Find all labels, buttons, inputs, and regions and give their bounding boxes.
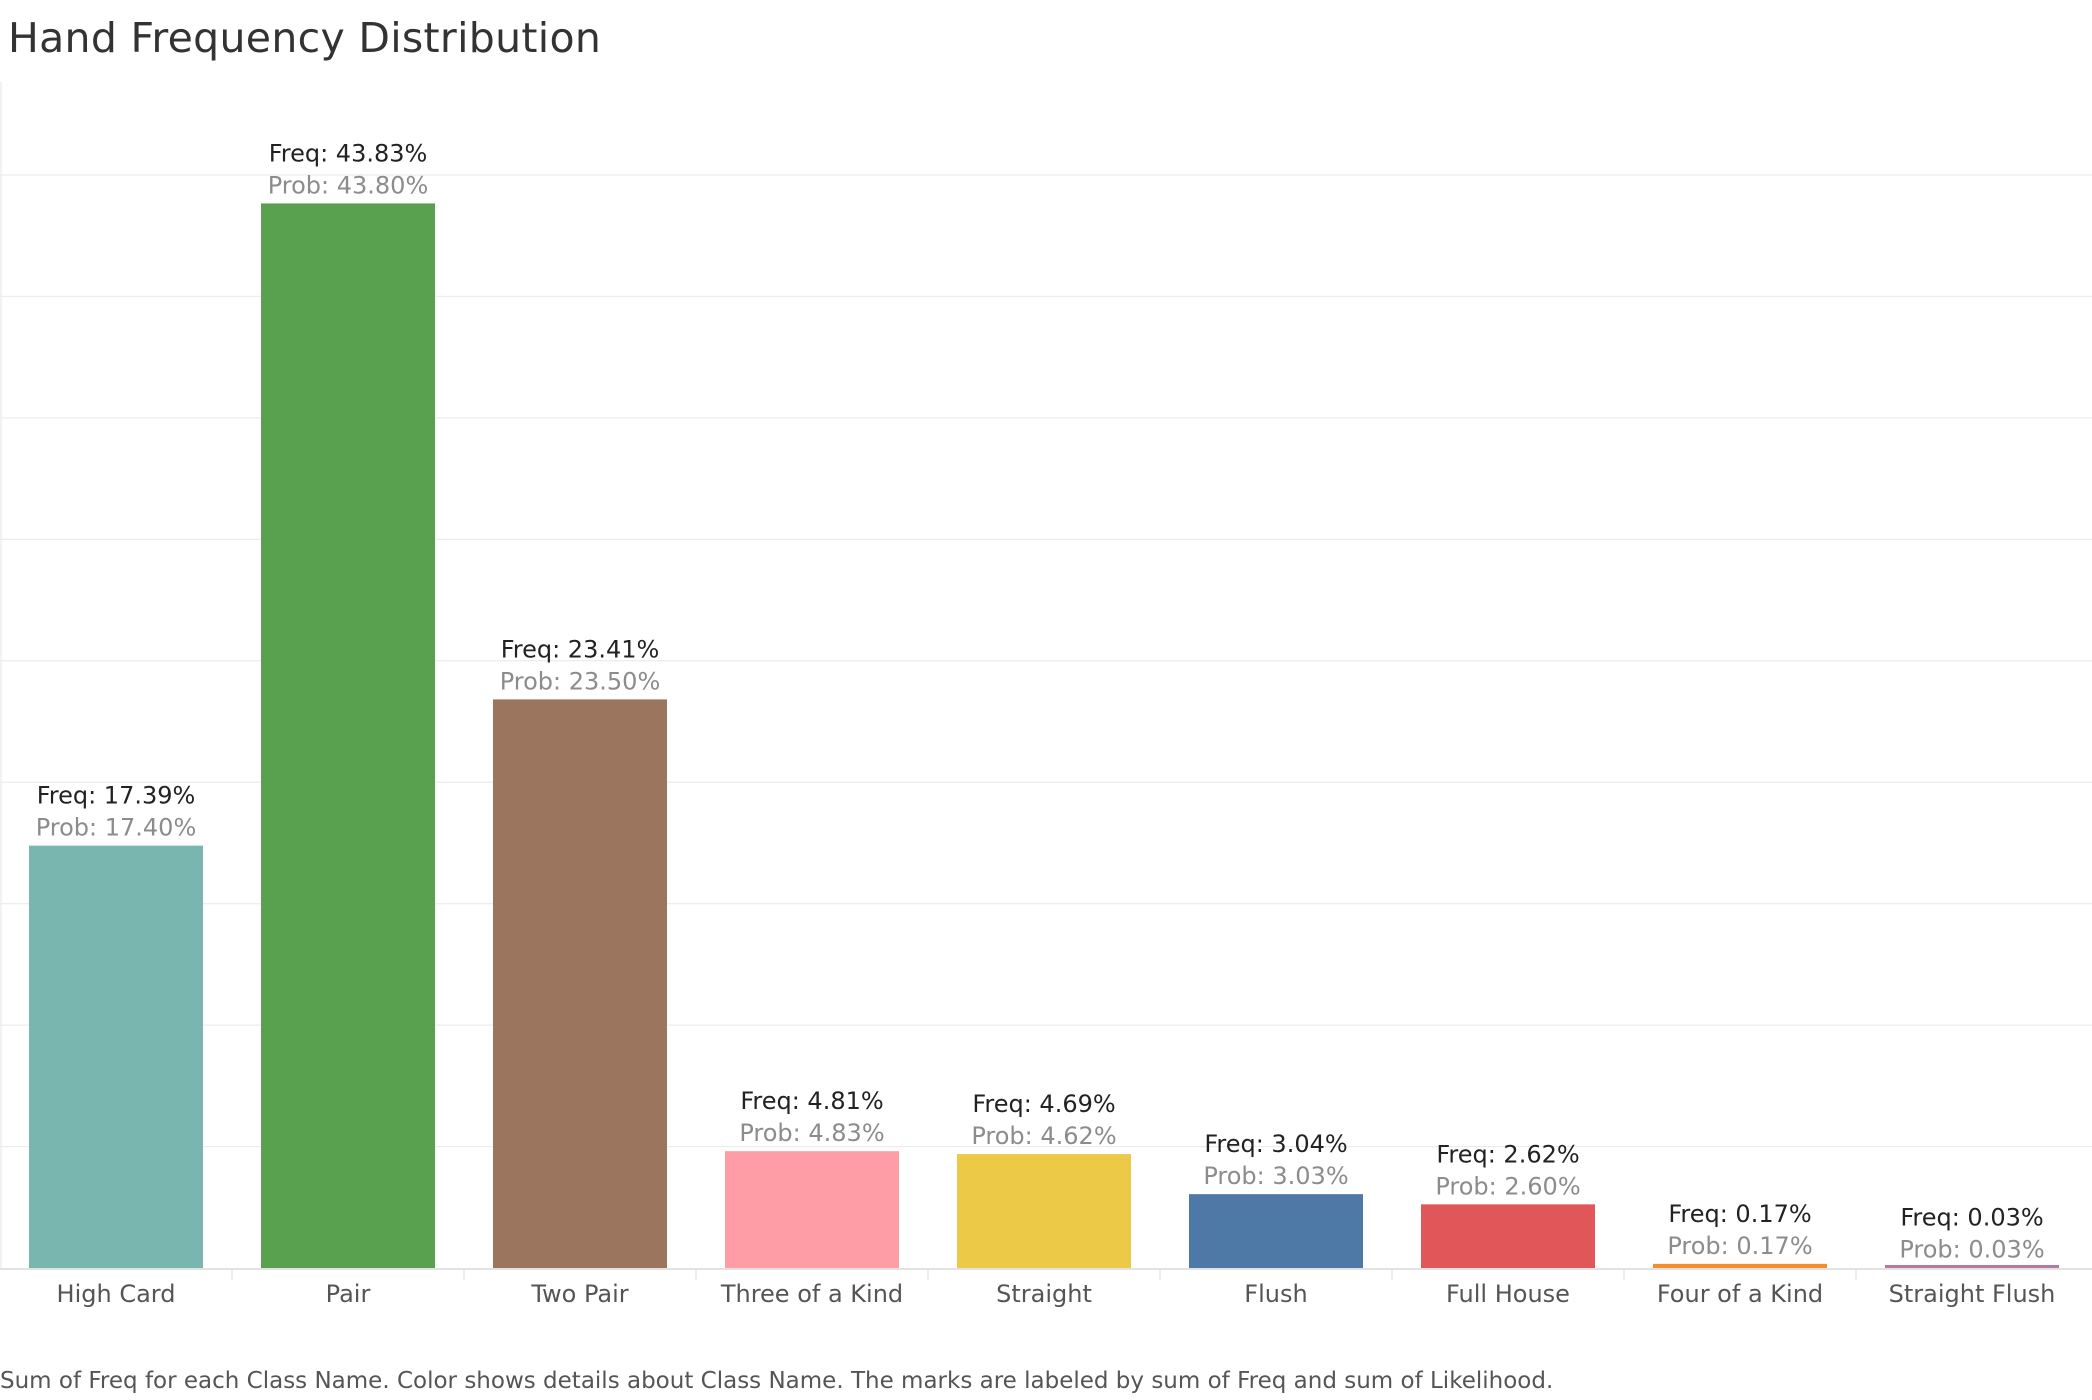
chart-title: Hand Frequency Distribution <box>8 14 602 62</box>
x-tick-label: Straight Flush <box>1889 1280 2056 1308</box>
x-tick-label: Three of a Kind <box>720 1280 903 1308</box>
data-label-freq: Freq: 4.81% <box>740 1087 883 1115</box>
data-label-prob: Prob: 2.60% <box>1435 1172 1580 1200</box>
data-label-prob: Prob: 3.03% <box>1203 1162 1348 1190</box>
data-label-freq: Freq: 23.41% <box>501 635 660 663</box>
data-label-freq: Freq: 0.17% <box>1668 1200 1811 1228</box>
bar <box>1653 1263 1827 1268</box>
bars <box>29 203 2059 1269</box>
bar <box>29 845 203 1268</box>
chart-caption: Sum of Freq for each Class Name. Color s… <box>0 1368 1554 1394</box>
data-label-prob: Prob: 23.50% <box>500 667 661 695</box>
data-label-prob: Prob: 0.17% <box>1667 1232 1812 1260</box>
data-label-prob: Prob: 4.83% <box>739 1119 884 1147</box>
bar <box>1189 1194 1363 1268</box>
x-tick-label: Pair <box>326 1280 371 1308</box>
x-tick-label: Four of a Kind <box>1657 1280 1823 1308</box>
bar <box>1885 1265 2059 1268</box>
bar <box>261 203 435 1269</box>
x-tick-label: Two Pair <box>530 1280 628 1308</box>
data-label-prob: Prob: 0.03% <box>1899 1235 2044 1263</box>
bar <box>493 699 667 1268</box>
x-tick-label: Full House <box>1446 1280 1570 1308</box>
data-labels: Freq: 17.39% Prob: 17.40% Freq: 43.83% Prob… <box>36 139 2045 1263</box>
data-label-prob: Prob: 4.62% <box>971 1122 1116 1150</box>
data-label-prob: Prob: 17.40% <box>36 814 197 842</box>
data-label-freq: Freq: 4.69% <box>972 1090 1115 1118</box>
data-label-freq: Freq: 3.04% <box>1204 1130 1347 1158</box>
data-label-prob: Prob: 43.80% <box>268 171 429 199</box>
data-label-freq: Freq: 17.39% <box>37 782 196 810</box>
bar <box>1421 1204 1595 1268</box>
data-label-freq: Freq: 2.62% <box>1436 1140 1579 1168</box>
x-tick-label: Straight <box>996 1280 1092 1308</box>
bar <box>957 1154 1131 1268</box>
x-tick-label: Flush <box>1244 1280 1307 1308</box>
x-axis: High Card Pair Two Pair Three of a Kind Stra… <box>0 1268 2092 1308</box>
data-label-freq: Freq: 0.03% <box>1900 1203 2043 1231</box>
bar <box>725 1151 899 1268</box>
x-tick-label: High Card <box>57 1280 176 1308</box>
data-label-freq: Freq: 43.83% <box>269 139 428 167</box>
